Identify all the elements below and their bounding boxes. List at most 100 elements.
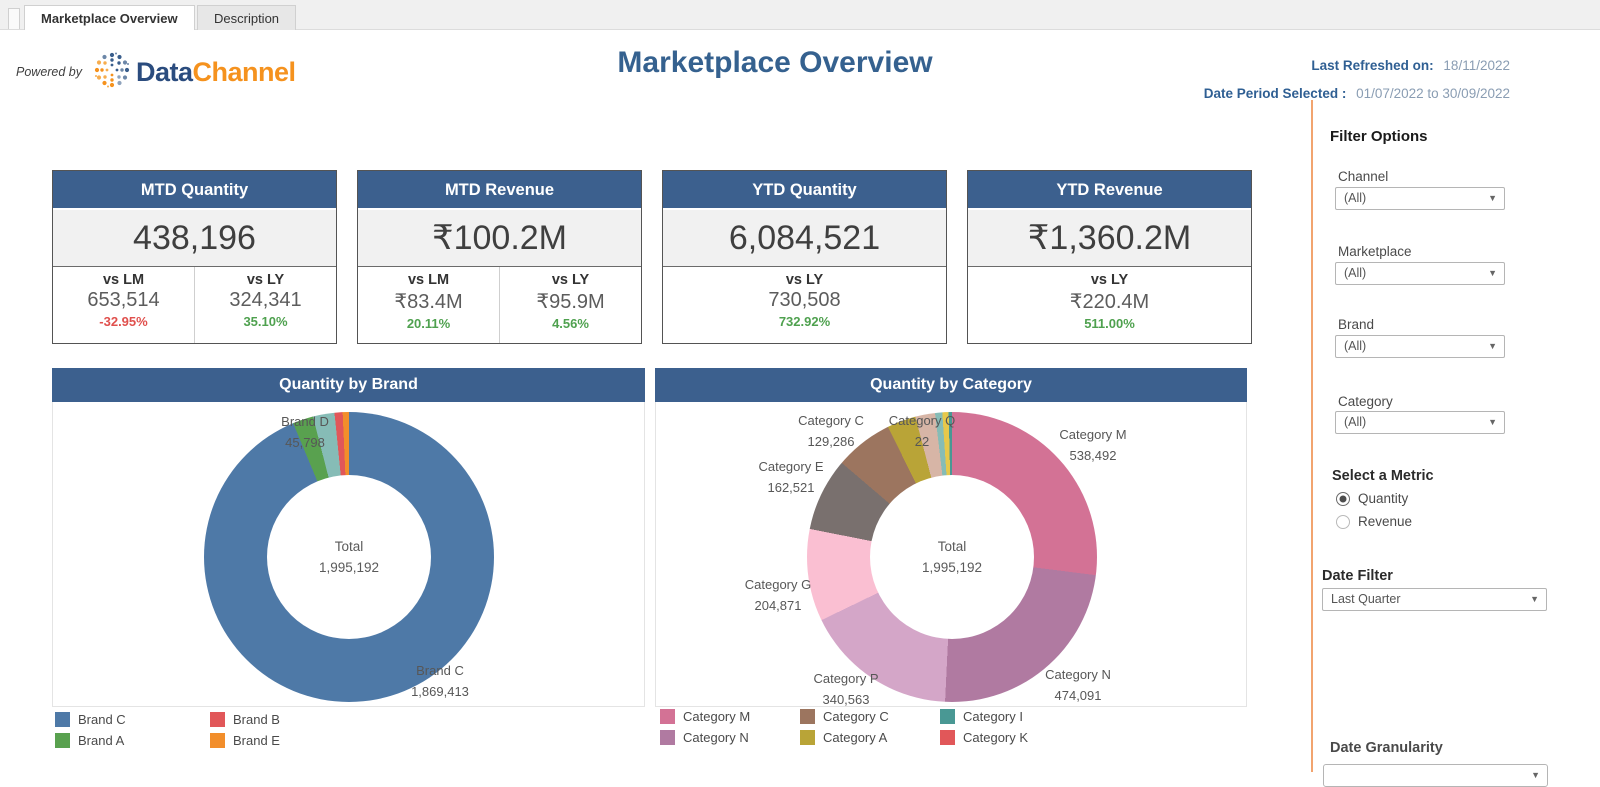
legend-item[interactable]: Category I bbox=[940, 709, 1080, 724]
comparison-value: ₹220.4M bbox=[1069, 291, 1150, 313]
kpi-comparison-vs-ly: vs LY 324,341 35.10% bbox=[194, 267, 336, 343]
datachannel-logo-text: DataChannel bbox=[136, 57, 296, 88]
pie-slice-label: Category N 474,091 bbox=[1045, 667, 1111, 703]
comparison-value: 324,341 bbox=[229, 289, 302, 311]
kpi-title: MTD Revenue bbox=[358, 171, 641, 210]
kpi-comparison-vs-lm: vs LM 653,514 -32.95% bbox=[53, 267, 194, 343]
legend-label: Category A bbox=[823, 730, 888, 745]
legend-swatch bbox=[940, 730, 955, 745]
donut-center-total: Total 1,995,192 bbox=[922, 536, 982, 578]
date-period-line: Date Period Selected : 01/07/2022 to 30/… bbox=[1010, 86, 1510, 101]
chart-title: Quantity by Category bbox=[655, 368, 1247, 402]
chevron-down-icon: ▼ bbox=[1531, 770, 1540, 780]
kpi-title: YTD Revenue bbox=[968, 171, 1251, 210]
chart-title: Quantity by Brand bbox=[52, 368, 645, 402]
kpi-card-ytd-revenue: YTD Revenue ₹1,360.2M vs LY ₹220.4M 511.… bbox=[967, 170, 1252, 344]
comparison-label: vs LM bbox=[407, 272, 450, 288]
kpi-value: 6,084,521 bbox=[663, 210, 946, 267]
chevron-down-icon: ▼ bbox=[1488, 341, 1497, 351]
date-period-value: 01/07/2022 to 30/09/2022 bbox=[1356, 86, 1510, 101]
metric-option-quantity[interactable]: Quantity bbox=[1336, 491, 1408, 506]
legend-item[interactable]: Category M bbox=[660, 709, 800, 724]
kpi-comparison-vs-lm: vs LM ₹83.4M 20.11% bbox=[358, 267, 499, 343]
channel-filter-value: (All) bbox=[1344, 191, 1367, 205]
category-legend: Category M Category C Category I Category N… bbox=[660, 709, 1080, 745]
pie-slice-label: Category P 340,563 bbox=[813, 671, 879, 707]
kpi-comparisons: vs LM 653,514 -32.95% vs LY 324,341 35.1… bbox=[53, 267, 336, 343]
tab-marketplace-overview[interactable]: Marketplace Overview bbox=[24, 5, 195, 30]
tab-strip-corner bbox=[8, 8, 20, 29]
kpi-title: YTD Quantity bbox=[663, 171, 946, 210]
legend-swatch bbox=[800, 730, 815, 745]
chevron-down-icon: ▼ bbox=[1530, 594, 1539, 604]
kpi-value: 438,196 bbox=[53, 210, 336, 267]
metric-option-revenue[interactable]: Revenue bbox=[1336, 514, 1412, 529]
kpi-card-ytd-quantity: YTD Quantity 6,084,521 vs LY 730,508 732… bbox=[662, 170, 947, 344]
chevron-down-icon: ▼ bbox=[1488, 193, 1497, 203]
legend-swatch bbox=[660, 709, 675, 724]
page-title: Marketplace Overview bbox=[617, 46, 933, 79]
marketplace-filter-dropdown[interactable]: (All) ▼ bbox=[1335, 262, 1505, 285]
last-refreshed-line: Last Refreshed on: 18/11/2022 bbox=[1010, 58, 1510, 73]
legend-swatch bbox=[210, 712, 225, 727]
legend-label: Brand E bbox=[233, 733, 280, 748]
tab-description[interactable]: Description bbox=[197, 5, 297, 30]
legend-item[interactable]: Category N bbox=[660, 730, 800, 745]
legend-item[interactable]: Category A bbox=[800, 730, 940, 745]
legend-swatch bbox=[940, 709, 955, 724]
brand-donut-chart-area: Total 1,995,192 Brand D 45,798 Brand C 1,86… bbox=[52, 402, 645, 707]
legend-item[interactable]: Brand B bbox=[210, 712, 365, 727]
radio-button-quantity[interactable] bbox=[1336, 491, 1350, 506]
kpi-value: ₹1,360.2M bbox=[968, 210, 1251, 267]
legend-label: Brand C bbox=[78, 712, 126, 727]
tab-strip: Marketplace Overview Description bbox=[0, 0, 1600, 30]
legend-item[interactable]: Category K bbox=[940, 730, 1080, 745]
kpi-card-mtd-quantity: MTD Quantity 438,196 vs LM 653,514 -32.9… bbox=[52, 170, 337, 344]
kpi-comparison-vs-ly: vs LY ₹95.9M 4.56% bbox=[499, 267, 641, 343]
comparison-label: vs LY bbox=[246, 272, 285, 288]
legend-label: Category N bbox=[683, 730, 749, 745]
comparison-value: 730,508 bbox=[768, 289, 841, 311]
comparison-percent: 20.11% bbox=[406, 316, 451, 331]
category-filter-dropdown[interactable]: (All) ▼ bbox=[1335, 411, 1505, 434]
date-period-label: Date Period Selected : bbox=[1203, 86, 1347, 101]
radio-button-revenue[interactable] bbox=[1336, 514, 1350, 529]
logo-text-data: Data bbox=[136, 56, 193, 87]
date-granularity-dropdown[interactable]: ▼ bbox=[1323, 764, 1548, 787]
pie-slice-label: Category G 204,871 bbox=[744, 577, 812, 613]
legend-item[interactable]: Brand E bbox=[210, 733, 365, 748]
panel-quantity-by-category: Quantity by Category Total 1,995,192 Cat… bbox=[655, 368, 1247, 707]
legend-swatch bbox=[55, 712, 70, 727]
chevron-down-icon: ▼ bbox=[1488, 268, 1497, 278]
brand-filter-value: (All) bbox=[1344, 339, 1367, 353]
comparison-label: vs LY bbox=[551, 272, 590, 288]
legend-label: Category K bbox=[963, 730, 1029, 745]
date-filter-dropdown[interactable]: Last Quarter ▼ bbox=[1322, 588, 1547, 611]
category-donut[interactable] bbox=[807, 412, 1097, 702]
datachannel-logo-icon bbox=[92, 50, 132, 95]
marketplace-filter-label: Marketplace bbox=[1338, 244, 1412, 259]
pie-slice-label: Category Q 22 bbox=[888, 413, 956, 449]
legend-swatch bbox=[800, 709, 815, 724]
last-refreshed-label: Last Refreshed on: bbox=[1311, 58, 1434, 73]
comparison-percent: 35.10% bbox=[243, 314, 288, 329]
legend-item[interactable]: Brand C bbox=[55, 712, 210, 727]
legend-item[interactable]: Category C bbox=[800, 709, 940, 724]
kpi-comparison-vs-ly: vs LY ₹220.4M 511.00% bbox=[968, 267, 1251, 343]
brand-donut[interactable] bbox=[204, 412, 494, 702]
comparison-label: vs LM bbox=[102, 272, 145, 288]
date-filter-value: Last Quarter bbox=[1331, 592, 1401, 606]
date-granularity-label: Date Granularity bbox=[1330, 740, 1443, 756]
kpi-value: ₹100.2M bbox=[358, 210, 641, 267]
channel-filter-dropdown[interactable]: (All) ▼ bbox=[1335, 187, 1505, 210]
legend-item[interactable]: Brand A bbox=[55, 733, 210, 748]
comparison-value: ₹83.4M bbox=[394, 291, 463, 313]
powered-by-label: Powered by bbox=[16, 65, 83, 79]
last-refreshed-value: 18/11/2022 bbox=[1443, 58, 1510, 73]
brand-filter-dropdown[interactable]: (All) ▼ bbox=[1335, 335, 1505, 358]
radio-label: Quantity bbox=[1358, 491, 1409, 506]
panel-quantity-by-brand: Quantity by Brand Total 1,995,192 Brand … bbox=[52, 368, 645, 707]
total-value: 1,995,192 bbox=[318, 560, 380, 575]
legend-label: Category C bbox=[823, 709, 889, 724]
